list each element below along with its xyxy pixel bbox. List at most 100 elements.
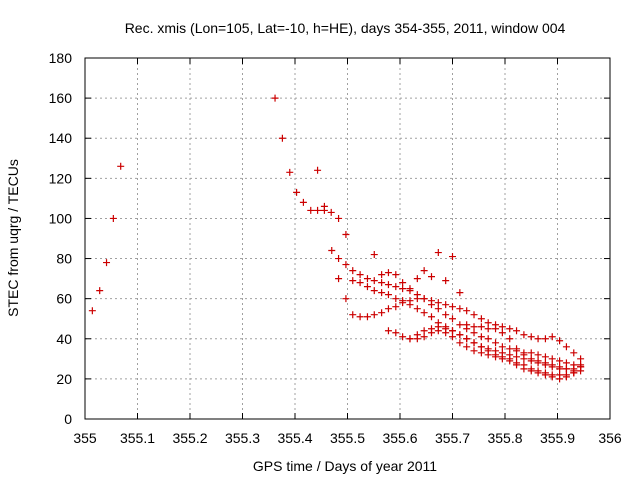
data-point — [541, 371, 549, 379]
data-point — [392, 271, 400, 279]
data-point — [570, 369, 578, 377]
data-point — [570, 349, 578, 357]
data-point — [342, 261, 350, 269]
data-point — [434, 299, 442, 307]
data-point — [534, 351, 542, 359]
data-point — [428, 273, 435, 281]
data-point — [392, 303, 400, 311]
data-point — [520, 331, 528, 339]
data-point — [449, 303, 456, 311]
data-point — [449, 253, 456, 261]
data-point — [370, 311, 378, 319]
data-point — [492, 353, 500, 361]
chart-title: Rec. xmis (Lon=105, Lat=-10, h=HE), days… — [125, 20, 566, 36]
data-point — [370, 251, 378, 259]
data-point — [335, 255, 343, 263]
data-point — [320, 202, 328, 210]
data-point — [527, 355, 535, 363]
data-point — [342, 230, 350, 238]
data-point — [541, 359, 549, 367]
data-point — [442, 277, 450, 285]
data-point — [470, 339, 478, 347]
data-point — [477, 349, 485, 357]
data-point — [513, 327, 521, 335]
y-tick-label: 80 — [56, 251, 72, 267]
data-point — [577, 355, 585, 363]
data-point — [356, 279, 364, 287]
data-point — [506, 335, 514, 343]
data-point — [506, 357, 514, 365]
x-tick-label: 355.2 — [172, 430, 207, 446]
data-point — [384, 327, 392, 335]
data-point — [420, 295, 428, 303]
data-point — [328, 247, 336, 255]
data-point — [420, 333, 428, 341]
data-point — [513, 353, 521, 361]
data-point — [314, 166, 322, 174]
data-point — [413, 335, 421, 343]
data-point — [562, 365, 570, 373]
data-point — [484, 335, 492, 343]
data-point — [548, 361, 556, 369]
data-point — [484, 319, 492, 327]
data-point — [562, 373, 570, 381]
data-point — [363, 275, 371, 283]
data-point — [384, 291, 392, 299]
data-point — [406, 301, 414, 309]
data-point — [370, 287, 378, 295]
data-point — [498, 355, 506, 363]
data-point — [463, 321, 471, 329]
data-point — [534, 335, 542, 343]
data-point — [356, 271, 364, 279]
data-point — [562, 359, 570, 367]
data-point — [477, 315, 485, 323]
data-point — [335, 275, 343, 283]
y-tick-label: 60 — [56, 291, 72, 307]
data-point — [399, 285, 407, 293]
data-point — [384, 281, 392, 289]
data-point — [314, 206, 322, 214]
data-point — [548, 355, 556, 363]
data-point — [349, 311, 357, 319]
data-point — [434, 327, 442, 335]
data-point — [484, 351, 492, 359]
y-tick-label: 160 — [49, 90, 73, 106]
data-point — [556, 363, 564, 371]
data-point — [271, 94, 279, 102]
data-point — [335, 214, 343, 222]
x-tick-label: 355.1 — [120, 430, 155, 446]
data-point — [562, 343, 570, 351]
data-point — [456, 331, 464, 339]
data-point — [413, 291, 421, 299]
grid-lines — [85, 58, 610, 419]
data-point — [384, 269, 392, 277]
data-point — [96, 287, 104, 295]
data-point — [299, 198, 307, 206]
data-point — [327, 208, 335, 216]
data-point — [513, 361, 521, 369]
data-point — [420, 267, 428, 275]
data-point — [286, 168, 294, 176]
data-point — [434, 305, 442, 313]
data-point — [442, 329, 450, 337]
data-point — [378, 309, 386, 317]
data-point — [442, 311, 450, 319]
data-point — [477, 343, 485, 351]
data-point — [378, 279, 386, 287]
data-point — [527, 333, 535, 341]
data-point — [484, 325, 492, 333]
plot-frame — [84, 57, 611, 420]
data-point — [449, 333, 456, 341]
data-point — [456, 321, 464, 329]
data-point — [456, 289, 464, 297]
data-point — [356, 313, 364, 321]
y-tick-label: 100 — [49, 210, 73, 226]
data-point — [384, 305, 392, 313]
data-point — [293, 188, 301, 196]
data-point — [428, 329, 435, 337]
data-point — [534, 369, 542, 377]
data-point — [392, 283, 400, 291]
data-point — [378, 289, 386, 297]
data-point — [463, 335, 471, 343]
data-point — [88, 307, 96, 315]
